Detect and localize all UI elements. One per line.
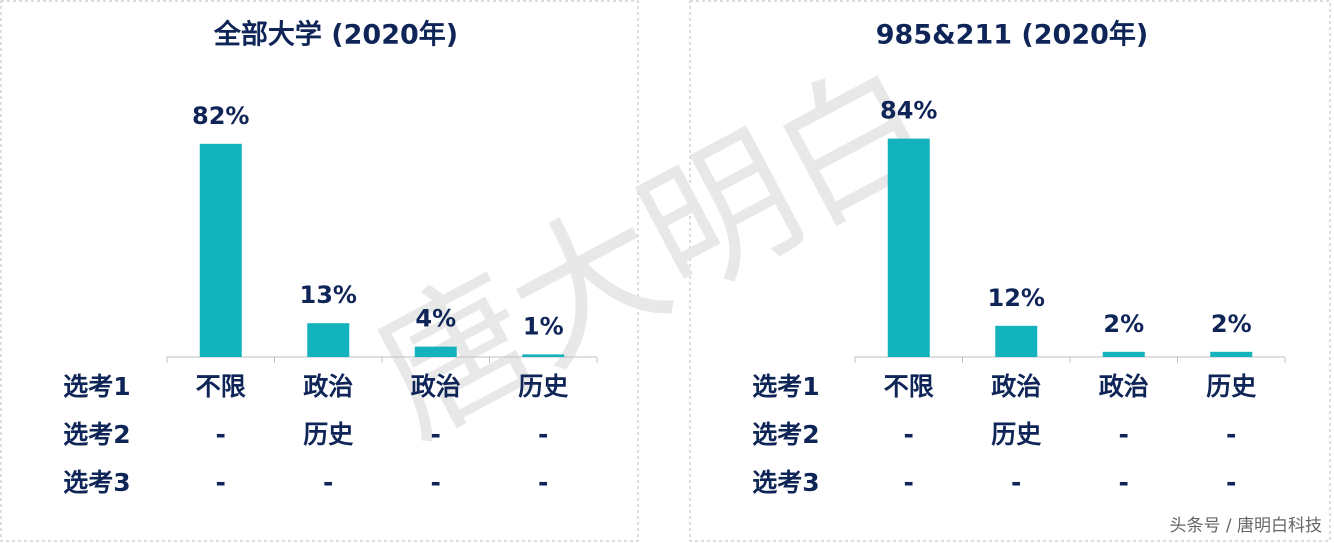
row-label: 选考3 <box>752 468 819 497</box>
category-label: - <box>1226 468 1236 497</box>
row-label: 选考1 <box>63 372 130 401</box>
chart-title: 985&211 (2020年) <box>876 19 1149 51</box>
value-label: 1% <box>523 312 564 340</box>
category-label: - <box>904 420 914 449</box>
category-label: 政治 <box>991 372 1041 401</box>
watermark: 唐大明白 <box>350 34 961 469</box>
bar <box>199 143 242 357</box>
bar <box>522 354 565 357</box>
bar <box>307 323 350 357</box>
category-label: - <box>538 420 548 449</box>
category-label: 历史 <box>518 372 569 401</box>
category-label: - <box>431 468 441 497</box>
category-label: - <box>1011 468 1021 497</box>
row-label: 选考2 <box>63 420 130 449</box>
row-label: 选考2 <box>752 420 819 449</box>
panel-border <box>0 0 639 542</box>
category-label: 历史 <box>303 420 354 449</box>
category-label: 政治 <box>303 372 353 401</box>
bar <box>414 346 457 357</box>
row-label: 选考1 <box>752 372 819 401</box>
value-label: 82% <box>192 102 249 130</box>
category-label: 不限 <box>196 372 246 401</box>
category-label: 历史 <box>1206 372 1257 401</box>
category-label: 政治 <box>411 372 461 401</box>
bar <box>887 138 930 357</box>
value-label: 84% <box>880 97 937 125</box>
bar <box>995 325 1038 357</box>
category-label: 政治 <box>1099 372 1149 401</box>
category-label: - <box>216 420 226 449</box>
row-label: 选考3 <box>63 468 130 497</box>
value-label: 12% <box>988 284 1045 312</box>
category-label: - <box>1119 468 1129 497</box>
chart-title: 全部大学 (2020年) <box>213 19 458 51</box>
panel-border <box>689 0 1331 542</box>
category-label: - <box>216 468 226 497</box>
value-label: 13% <box>300 281 357 309</box>
value-label: 4% <box>415 305 456 333</box>
category-label: - <box>323 468 333 497</box>
category-label: 不限 <box>884 372 934 401</box>
footer: 头条号 / 唐明白科技 <box>1169 515 1322 536</box>
value-label: 2% <box>1211 310 1252 338</box>
category-label: - <box>538 468 548 497</box>
category-label: - <box>431 420 441 449</box>
value-label: 2% <box>1103 310 1144 338</box>
bar <box>1210 351 1253 357</box>
category-label: 历史 <box>991 420 1042 449</box>
bar <box>1102 351 1145 357</box>
category-label: - <box>904 468 914 497</box>
category-label: - <box>1226 420 1236 449</box>
category-label: - <box>1119 420 1129 449</box>
